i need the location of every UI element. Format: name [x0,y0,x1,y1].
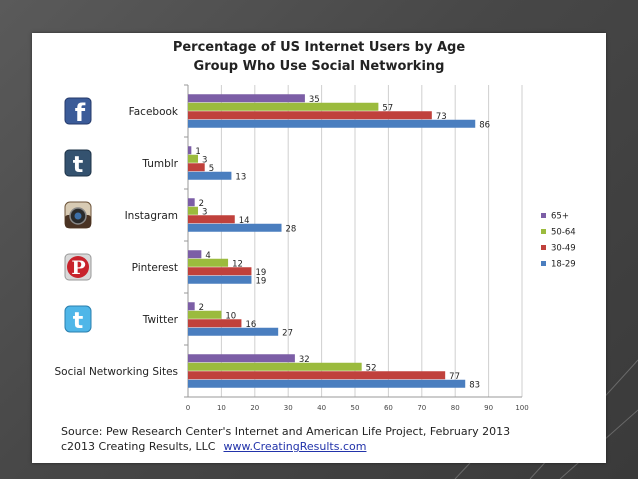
data-label: 2 [199,199,204,209]
data-label: 77 [449,372,460,382]
data-label: 32 [299,355,310,365]
x-tick-label: 70 [417,404,426,412]
data-label: 2 [199,303,204,313]
bar [188,267,252,276]
x-tick-label: 40 [317,404,326,412]
x-tick-label: 50 [351,404,360,412]
data-label: 73 [436,112,447,122]
chart-title-line-2: Group Who Use Social Networking [193,59,445,74]
bar [188,102,379,111]
legend-swatch [541,213,546,218]
category-label: Facebook [129,106,179,118]
legend-label: 30-49 [551,244,576,254]
x-tick-label: 20 [250,404,259,412]
x-tick-label: 60 [384,404,393,412]
bar [188,171,232,180]
bar [188,371,446,380]
data-label: 1 [195,147,200,157]
bar [188,215,235,224]
data-label: 5 [209,164,214,174]
data-label: 52 [366,363,377,373]
data-label: 28 [286,224,297,234]
legend-swatch [541,245,546,250]
data-label: 3 [202,155,207,165]
bar [188,302,195,311]
legend-swatch [541,261,546,266]
chart-title-line-1: Percentage of US Internet Users by Age [172,40,466,55]
svg-text:t: t [73,309,84,334]
svg-text:t: t [73,153,84,178]
data-label: 4 [205,251,210,261]
data-label: 57 [382,103,393,113]
bar [188,310,222,319]
bar [188,319,242,328]
data-label: 3 [202,207,207,217]
legend-label: 18-29 [551,260,576,270]
slide: 0 10 20 30 40 50 60 70 80 90 100 Facebook f 35 57 73 86 T… [32,33,606,463]
bar [188,250,202,259]
x-tick-label: 10 [217,404,226,412]
category-label: Pinterest [132,262,178,274]
category-label: Social Networking Sites [54,366,178,378]
x-tick-label: 90 [484,404,493,412]
website-link[interactable]: www.CreatingResults.com [223,440,367,453]
copyright-text: c2013 Creating Results, LLC [61,440,216,453]
bar [188,119,476,128]
data-label: 35 [309,95,320,105]
bar [188,163,205,172]
tumblr-icon: t [64,149,92,178]
svg-text:f: f [75,99,86,127]
data-label: 86 [479,120,490,130]
bar [188,146,192,155]
bar [188,154,199,163]
bar [188,354,295,363]
data-label: 83 [469,380,480,390]
bar [188,198,195,207]
legend-swatch [541,229,546,234]
category-label: Instagram [125,210,178,222]
copyright-line: c2013 Creating Results, LLC www.CreatingR… [61,440,366,453]
legend-label: 65+ [551,212,569,222]
data-label: 19 [255,268,266,278]
data-label: 10 [225,311,236,321]
category-label: Twitter [142,314,179,326]
bar [188,258,229,267]
bar [188,275,252,284]
bar [188,94,305,103]
bar [188,327,279,336]
instagram-icon [64,201,92,229]
x-tick-label: 30 [284,404,293,412]
data-label: 16 [245,320,256,330]
bar [188,206,199,215]
x-tick-label: 0 [186,404,190,412]
data-label: 19 [255,276,266,286]
bar [188,379,466,388]
x-tick-label: 100 [515,404,528,412]
facebook-icon: f [64,97,92,127]
source-text: Source: Pew Research Center's Internet a… [61,425,511,438]
pinterest-icon: P [64,253,92,281]
bar [188,362,362,371]
data-label: 12 [232,259,243,269]
legend-label: 50-64 [551,228,576,238]
data-label: 13 [235,172,246,182]
x-tick-label: 80 [451,404,460,412]
bar [188,223,282,232]
twitter-icon: t [64,305,92,334]
svg-text:P: P [71,257,85,279]
data-label: 27 [282,328,293,338]
bar [188,111,432,120]
data-label: 14 [239,216,250,226]
category-label: Tumblr [141,158,178,170]
